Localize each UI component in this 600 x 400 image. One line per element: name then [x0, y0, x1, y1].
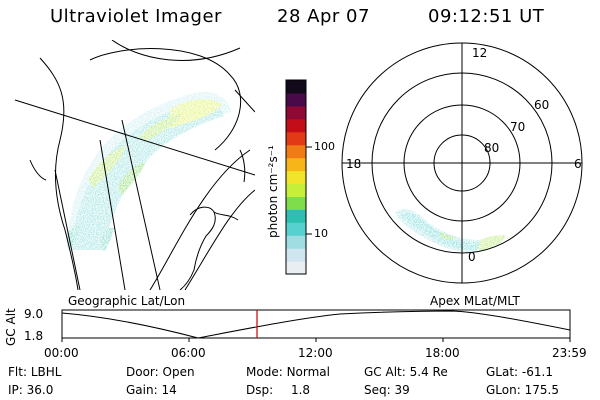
status-door: Door: Open — [126, 365, 195, 379]
mlt-label-12: 12 — [472, 46, 488, 60]
status-gc-alt-value: 5.4 Re — [409, 365, 448, 379]
timeline-xtick-0600: 06:00 — [171, 346, 206, 360]
status-seq: Seq: 39 — [364, 383, 410, 397]
timeline-xtick-0000: 00:00 — [44, 346, 79, 360]
timeline-xtick-1200: 12:00 — [298, 346, 333, 360]
colorbar-segment — [286, 222, 306, 236]
lat-label-60: 60 — [534, 98, 550, 112]
timeline-ytick-max: 9.0 — [24, 307, 44, 321]
lat-label-80: 80 — [484, 141, 500, 155]
colorbar-segment — [286, 261, 306, 275]
status-ip: IP: 36.0 — [8, 383, 54, 397]
polar-plot — [341, 42, 583, 284]
time-label: 09:12:51 UT — [428, 6, 545, 27]
status-gain-value: 14 — [161, 383, 177, 397]
timeline-plot — [61, 309, 571, 342]
colorbar-segment — [286, 92, 306, 107]
status-seq-value: 39 — [394, 383, 410, 397]
colorbar-segment — [286, 131, 306, 146]
status-flt-value: LBHL — [30, 365, 62, 379]
status-glon: GLon: 175.5 — [486, 383, 559, 397]
colorbar — [286, 80, 306, 275]
timeline-ylabel: GC Alt — [4, 308, 18, 346]
colorbar-frame — [285, 79, 307, 275]
colorbar-segment — [286, 183, 306, 197]
colorbar-segment — [286, 235, 306, 249]
colorbar-unit: photon cm⁻²s⁻¹ — [266, 145, 280, 238]
geo-projection-label: Geographic Lat/Lon — [68, 294, 186, 308]
timeline-xtick-1800: 18:00 — [425, 346, 460, 360]
colorbar-segment — [286, 80, 306, 94]
status-glon-value: 175.5 — [524, 383, 559, 397]
status-dsp-value: 1.8 — [290, 383, 311, 397]
status-door-value: Open — [162, 365, 195, 379]
status-ip-value: 36.0 — [26, 383, 54, 397]
status-flt: Flt: LBHL — [8, 365, 62, 379]
mlt-label-18: 18 — [346, 157, 362, 171]
mlt-label-6: 6 — [574, 157, 582, 171]
colorbar-segment — [286, 248, 306, 262]
coast-landmass — [179, 206, 216, 290]
status-glat: GLat: -61.1 — [486, 365, 553, 379]
aurora-emission-geo — [66, 91, 232, 252]
orbit-altitude-curve — [61, 310, 571, 339]
timeline-xtick-2359: 23:59 — [552, 346, 587, 360]
status-glat-value: -61.1 — [521, 365, 553, 379]
status-gain: Gain: 14 — [126, 383, 177, 397]
mlt-label-0: 0 — [468, 250, 476, 264]
colorbar-segment — [286, 209, 306, 223]
status-mode: Mode: Normal — [246, 365, 330, 379]
lat-label-70: 70 — [510, 120, 526, 134]
status-gc-alt: GC Alt: 5.4 Re — [364, 365, 448, 379]
status-mode-value: Normal — [286, 365, 330, 379]
colorbar-tick-100: 100 — [314, 140, 335, 153]
colorbar-segment — [286, 157, 306, 172]
colorbar-segment — [286, 170, 306, 185]
instrument-title: Ultraviolet Imager — [50, 6, 222, 27]
colorbar-segment — [286, 105, 306, 120]
date-label: 28 Apr 07 — [277, 6, 370, 27]
apex-projection-label: Apex MLat/MLT — [430, 294, 520, 308]
colorbar-segment — [286, 196, 306, 210]
aurora-emission-polar — [395, 209, 506, 252]
timeline-ytick-min: 1.8 — [24, 329, 44, 343]
status-dsp: Dsp: 1.8 — [246, 383, 311, 397]
colorbar-tick-10: 10 — [314, 227, 328, 240]
colorbar-segment — [286, 118, 306, 133]
lat-circle-inner — [89, 48, 242, 151]
coast-west — [39, 57, 79, 290]
colorbar-segment — [286, 144, 306, 159]
geographic-map — [14, 40, 255, 290]
